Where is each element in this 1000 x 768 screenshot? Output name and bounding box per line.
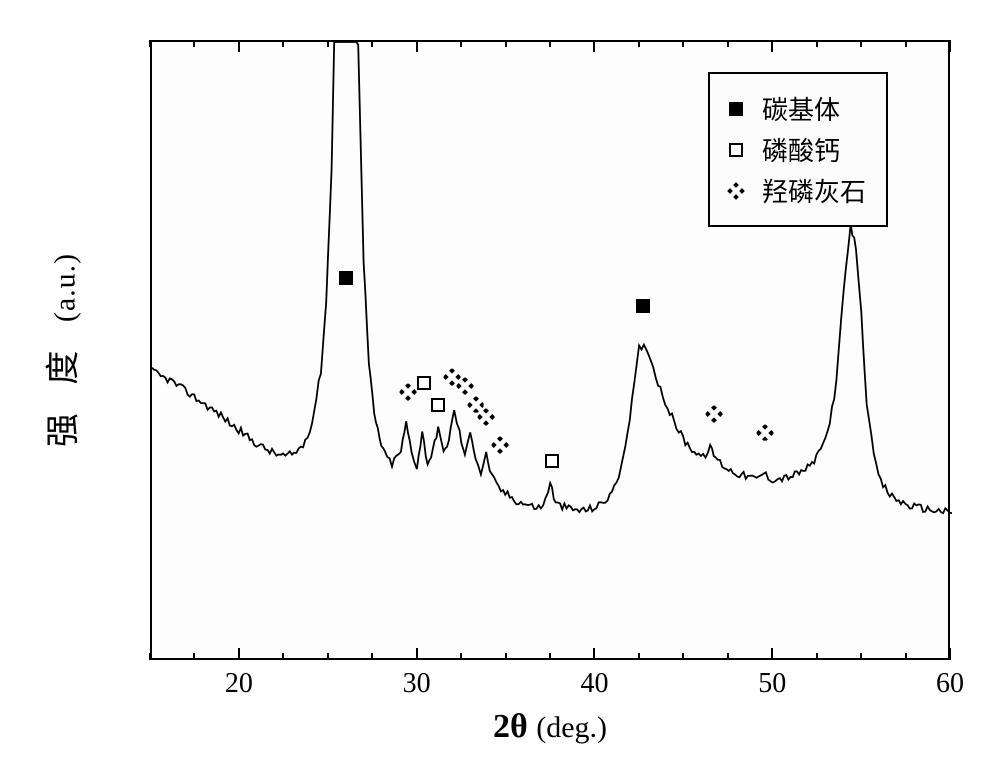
legend-item-2: 羟磷灰石 (726, 172, 866, 209)
x-tick-minor (193, 653, 195, 660)
x-tick-minor-top (149, 40, 151, 47)
plot-area: 碳基体 磷酸钙 羟磷灰石 (150, 40, 950, 660)
x-tick-major (238, 648, 240, 660)
x-tick-minor (460, 653, 462, 660)
y-axis-text: 强 度 (46, 341, 83, 448)
x-tick-minor-top (193, 40, 195, 47)
x-tick-major-top (593, 40, 595, 52)
legend-label-1: 磷酸钙 (762, 131, 840, 168)
peak-marker-filled-square (636, 299, 650, 313)
x-tick-minor-top (371, 40, 373, 47)
x-axis-text: 2θ (493, 708, 528, 745)
y-axis-unit: (a.u.) (49, 253, 82, 322)
x-tick-major-top (949, 40, 951, 52)
x-tick-minor (682, 653, 684, 660)
x-tick-minor (727, 653, 729, 660)
x-tick-label: 50 (758, 668, 786, 700)
x-tick-minor (505, 653, 507, 660)
x-axis-unit: (deg.) (536, 711, 607, 744)
x-tick-label: 40 (580, 668, 608, 700)
x-tick-major-top (238, 40, 240, 52)
peak-marker-open-square (431, 398, 445, 412)
x-tick-major (771, 648, 773, 660)
legend-label-0: 碳基体 (762, 90, 840, 127)
x-tick-minor-top (327, 40, 329, 47)
peak-marker-diamond-cluster (478, 409, 495, 426)
x-axis-label: 2θ (deg.) (493, 708, 607, 746)
xrd-figure: 强 度 (a.u.) (20, 20, 980, 748)
y-axis-label: 强 度 (a.u.) (36, 253, 85, 447)
x-tick-label: 20 (225, 668, 253, 700)
x-tick-minor-top (549, 40, 551, 47)
plot-outer: 碳基体 磷酸钙 羟磷灰石 (150, 40, 950, 660)
x-tick-minor-top (282, 40, 284, 47)
x-tick-major-top (416, 40, 418, 52)
peak-marker-diamond-cluster (705, 406, 722, 423)
peak-marker-diamond-cluster (400, 384, 417, 401)
x-tick-minor-top (905, 40, 907, 47)
x-tick-major (416, 648, 418, 660)
x-tick-minor-top (860, 40, 862, 47)
peak-marker-filled-square (339, 271, 353, 285)
x-tick-minor-top (505, 40, 507, 47)
x-tick-minor (549, 653, 551, 660)
x-tick-minor (816, 653, 818, 660)
peak-marker-open-square (417, 376, 431, 390)
open-square-icon (726, 140, 746, 160)
legend-box: 碳基体 磷酸钙 羟磷灰石 (708, 72, 888, 227)
legend-item-1: 磷酸钙 (726, 131, 866, 168)
peak-marker-diamond-cluster (492, 437, 509, 454)
peak-marker-diamond-cluster (456, 378, 473, 395)
x-tick-minor (905, 653, 907, 660)
x-tick-major (949, 648, 951, 660)
peak-marker-diamond-cluster (757, 424, 774, 441)
x-tick-minor (371, 653, 373, 660)
diamond-cluster-icon (726, 181, 746, 201)
legend-item-0: 碳基体 (726, 90, 866, 127)
x-tick-minor-top (638, 40, 640, 47)
legend-label-2: 羟磷灰石 (762, 172, 866, 209)
x-tick-label: 30 (403, 668, 431, 700)
x-tick-minor (149, 653, 151, 660)
x-tick-minor-top (682, 40, 684, 47)
x-tick-major (593, 648, 595, 660)
x-tick-minor-top (460, 40, 462, 47)
x-tick-minor (638, 653, 640, 660)
x-tick-label: 60 (936, 668, 964, 700)
x-tick-minor (327, 653, 329, 660)
filled-square-icon (726, 99, 746, 119)
x-tick-major-top (771, 40, 773, 52)
x-tick-minor-top (816, 40, 818, 47)
x-tick-minor-top (727, 40, 729, 47)
peak-marker-open-square (545, 454, 559, 468)
x-tick-minor (860, 653, 862, 660)
x-tick-minor (282, 653, 284, 660)
